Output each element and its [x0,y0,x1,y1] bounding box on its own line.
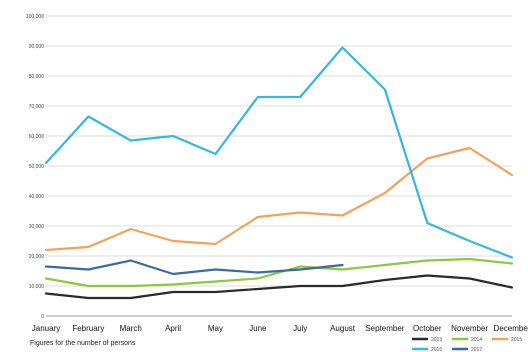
x-tick-label: July [293,324,307,333]
x-axis-ticks: January February March April May June July Augu… [32,324,528,333]
legend: 2013 2014 2015 2016 2017 [412,337,522,352]
x-tick-label: September [365,324,404,333]
x-tick-label: March [120,324,142,333]
y-tick-label: 80,000 [29,74,45,80]
legend-label: 2017 [471,347,482,352]
series-line-2013 [44,274,514,300]
x-tick-label: April [165,324,181,333]
x-tick-label: June [249,324,267,333]
y-tick-label: 50,000 [29,164,45,170]
y-tick-label: 20,000 [29,254,45,260]
series-line-2015 [44,146,514,252]
y-tick-label: 40,000 [29,194,45,200]
x-tick-label: August [330,324,356,333]
x-tick-label: December [494,324,528,333]
legend-label: 2014 [471,337,482,343]
series-line-2014 [44,257,514,288]
x-tick-label: October [413,324,442,333]
y-tick-label: 0 [41,314,44,320]
y-tick-label: 10,000 [29,284,45,290]
y-tick-label: 60,000 [29,134,45,140]
chart-caption: Figures for the number of persons [30,340,136,347]
legend-label: 2013 [431,337,442,343]
y-tick-label: 70,000 [29,104,45,110]
x-tick-label: January [32,324,60,333]
x-tick-label: February [72,324,104,333]
series-line-2017 [44,259,344,276]
y-tick-label: 30,000 [29,224,45,230]
y-axis-ticks: 0 10,000 20,000 30,000 40,000 50,000 60,000 70,… [26,14,44,320]
series-lines [44,46,514,300]
y-tick-label: 100,000 [26,14,44,20]
legend-label: 2015 [511,337,522,343]
series-line-2016 [44,46,514,259]
legend-label: 2016 [431,347,442,352]
x-tick-label: May [208,324,223,333]
x-tick-label: November [451,324,488,333]
y-tick-label: 90,000 [29,44,45,50]
